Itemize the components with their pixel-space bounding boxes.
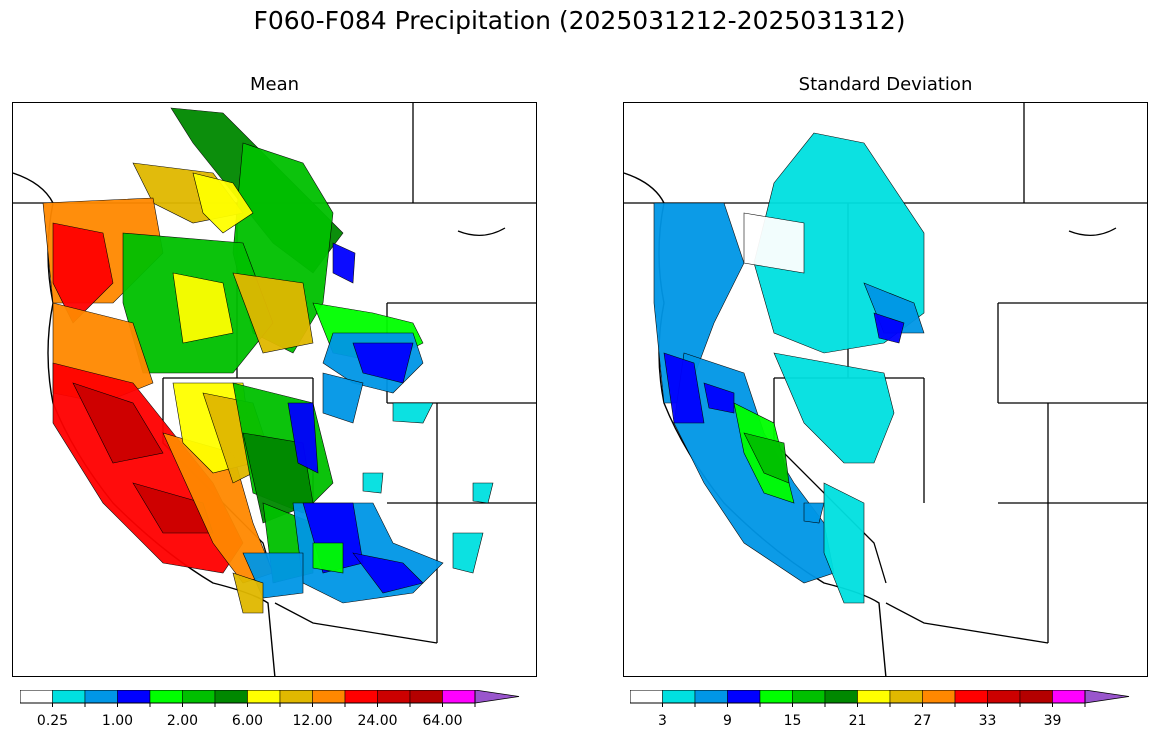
std-colorbar-segment [759,689,793,704]
mean-colorbar-tick-label: 2.00 [167,713,198,729]
std-colorbar: 3 9 15 21 27 33 39 [629,689,1142,730]
mean-colorbar-segment [377,689,411,704]
std-colorbar-segment [857,689,891,704]
mean-field-patch [352,552,424,594]
mean-field-patch [312,542,344,574]
std-colorbar-segment [889,689,923,704]
std-panel-title: Standard Deviation [798,74,973,95]
mean-colorbar-segment [312,689,346,704]
std-colorbar-tick-label: 39 [1044,713,1062,729]
std-colorbar-segment [922,689,956,704]
mean-panel-title: Mean [249,74,300,95]
mean-field-patch [362,472,384,494]
mean-colorbar: 0.25 1.00 2.00 6.00 12.00 24.00 64.00 [19,689,532,730]
std-colorbar-tick-label: 9 [723,713,732,729]
mean-field-patch [332,242,356,284]
std-colorbar-tick-label: 33 [979,713,997,729]
std-colorbar-tick-label: 27 [914,713,932,729]
std-colorbar-extend-arrow [1084,689,1130,704]
mean-colorbar-tick-label: 1.00 [102,713,133,729]
mean-colorbar-tick-label: 24.00 [357,713,397,729]
std-colorbar-tick-label: 21 [849,713,867,729]
mean-field-patch [172,272,234,344]
std-colorbar-segment [694,689,728,704]
std-colorbar-segment [1052,689,1086,704]
mean-colorbar-segment [52,689,86,704]
std-field-patch [823,482,865,604]
std-colorbar-segment [1019,689,1053,704]
mean-colorbar-tick-label: 12.00 [292,713,332,729]
mean-colorbar-tick-label: 6.00 [232,713,263,729]
mean-colorbar-svg: 0.25 1.00 2.00 6.00 12.00 24.00 64.00 [19,689,520,729]
std-colorbar-segment [662,689,696,704]
mean-map-svg [13,103,536,676]
std-colorbar-tick-label: 15 [784,713,802,729]
mean-colorbar-segment [117,689,151,704]
mean-field-patch [472,482,494,504]
mean-field-patch [52,222,114,324]
mean-field-patch [192,172,254,234]
mean-colorbar-segment [344,689,378,704]
mean-colorbar-segment [214,689,248,704]
std-map-svg [624,103,1147,676]
mean-colorbar-tick-label: 64.00 [422,713,462,729]
mean-colorbar-segment [409,689,443,704]
mean-colorbar-tick-label: 0.25 [37,713,68,729]
std-colorbar-segment [792,689,826,704]
mean-colorbar-segment [149,689,183,704]
mean-field-patch [232,572,264,614]
mean-colorbar-segment [182,689,216,704]
mean-map [12,102,537,677]
std-colorbar-segment [824,689,858,704]
std-field-patch [873,312,905,344]
std-colorbar-segment [954,689,988,704]
std-field-patch [743,432,790,484]
mean-colorbar-segment [19,689,53,704]
mean-colorbar-segment [279,689,313,704]
mean-field-patch [322,372,364,424]
mean-field-patch [232,272,314,354]
mean-field-patch [72,382,164,464]
std-colorbar-segment [727,689,761,704]
std-map [623,102,1148,677]
std-colorbar-segment [629,689,663,704]
figure-title: F060-F084 Precipitation (2025031212-2025… [253,6,906,35]
std-field-patch [773,352,895,464]
mean-colorbar-segment [442,689,476,704]
std-colorbar-segment [987,689,1021,704]
mean-colorbar-extend-arrow [474,689,520,704]
std-field-patch [703,382,735,414]
std-field-patch [803,502,825,524]
mean-precip-fields [42,107,494,614]
std-precip-fields [653,132,925,604]
mean-colorbar-segment [247,689,281,704]
std-field-patch [663,352,705,424]
mean-field-patch [287,402,319,474]
mean-colorbar-segment [84,689,118,704]
mean-field-patch [452,532,484,574]
std-field-patch [743,212,805,274]
std-colorbar-svg: 3 9 15 21 27 33 39 [629,689,1130,729]
mean-field-patch [352,342,414,384]
std-colorbar-tick-label: 3 [658,713,667,729]
mean-field-patch [392,402,434,424]
